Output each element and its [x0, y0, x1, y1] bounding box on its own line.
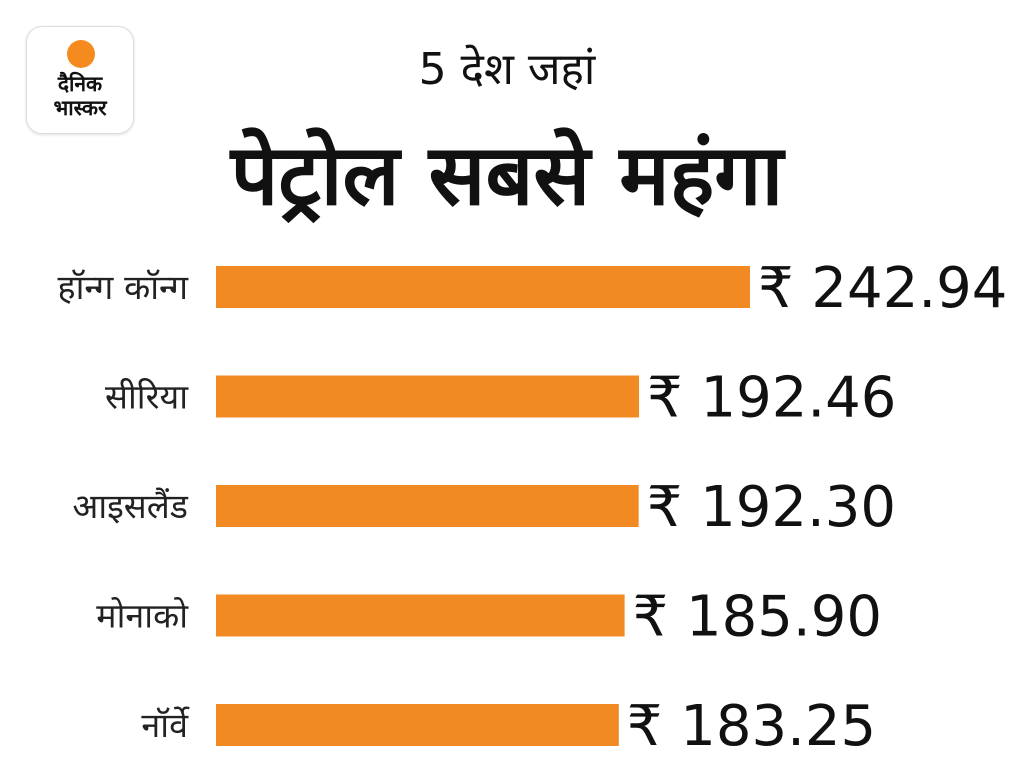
bar	[216, 485, 639, 527]
brand-logo: दैनिक भास्कर	[26, 26, 134, 134]
chart-title: पेट्रोल सबसे महंगा	[230, 126, 784, 224]
value-label: ₹ 183.25	[627, 694, 876, 759]
bar	[216, 375, 640, 418]
logo-text-line1: दैनिक	[57, 72, 103, 96]
bar	[216, 594, 625, 637]
logo-text-line2: भास्कर	[53, 96, 107, 120]
category-label: सीरिया	[105, 378, 189, 418]
bar	[216, 266, 750, 308]
category-label: मोनाको	[96, 597, 189, 637]
value-label: ₹ 242.94	[758, 256, 1007, 321]
category-label: आइसलैंड	[72, 487, 188, 527]
value-label: ₹ 192.46	[647, 366, 896, 431]
sun-icon	[67, 40, 95, 68]
bar	[216, 704, 619, 746]
category-label: हॉन्ग कॉन्ग	[58, 268, 189, 308]
value-label: ₹ 185.90	[633, 585, 882, 650]
chart-subtitle: 5 देश जहां	[418, 44, 596, 95]
category-label: नॉर्वे	[141, 706, 190, 746]
value-label: ₹ 192.30	[647, 475, 896, 540]
